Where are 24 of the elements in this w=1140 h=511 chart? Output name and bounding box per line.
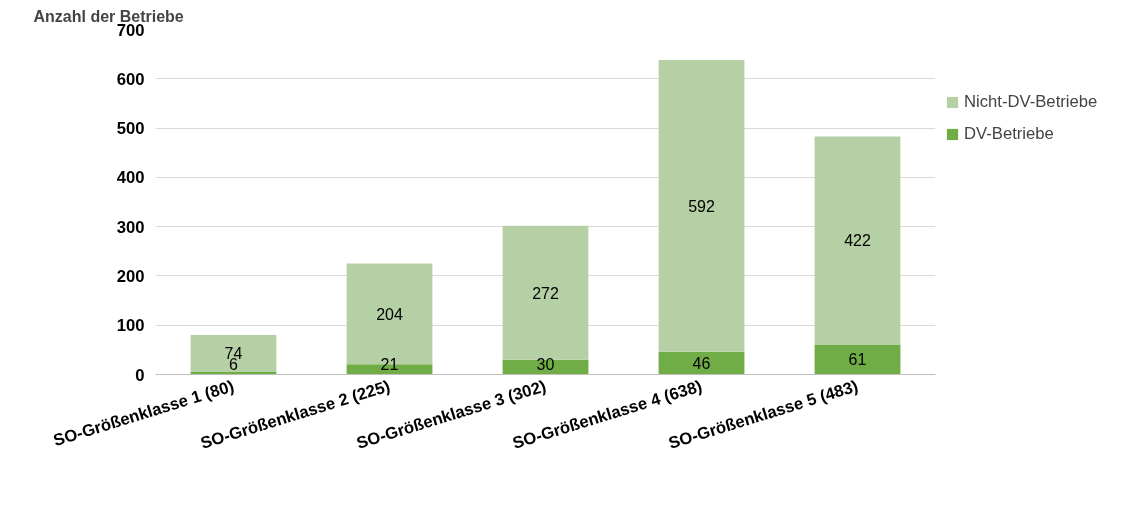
- y-tick-label: 300: [116, 217, 145, 237]
- bar: [814, 136, 901, 345]
- legend-label: Nicht-DV-Betriebe: [964, 92, 1098, 112]
- y-tick-label: 200: [116, 266, 145, 286]
- data-label: 61: [848, 351, 867, 369]
- y-tick-label: 600: [116, 69, 145, 89]
- bar: [502, 225, 589, 360]
- y-tick-label: 500: [116, 119, 145, 139]
- y-tick-label: 0: [135, 365, 145, 385]
- data-label: 204: [376, 305, 403, 323]
- data-label: 592: [688, 197, 715, 215]
- data-label: 30: [536, 356, 555, 374]
- bar: [658, 60, 745, 352]
- data-label: 272: [532, 284, 559, 302]
- bar: [190, 335, 277, 372]
- data-label: 21: [380, 356, 399, 374]
- data-label: 46: [692, 355, 711, 373]
- bar: [658, 351, 745, 375]
- y-axis-title: Anzahl der Betriebe: [33, 7, 184, 25]
- bar: [814, 344, 901, 375]
- legend-label: DV-Betriebe: [964, 124, 1054, 144]
- data-label: 422: [844, 232, 871, 250]
- y-tick-label: 400: [116, 168, 145, 188]
- y-tick-label: 100: [116, 316, 145, 336]
